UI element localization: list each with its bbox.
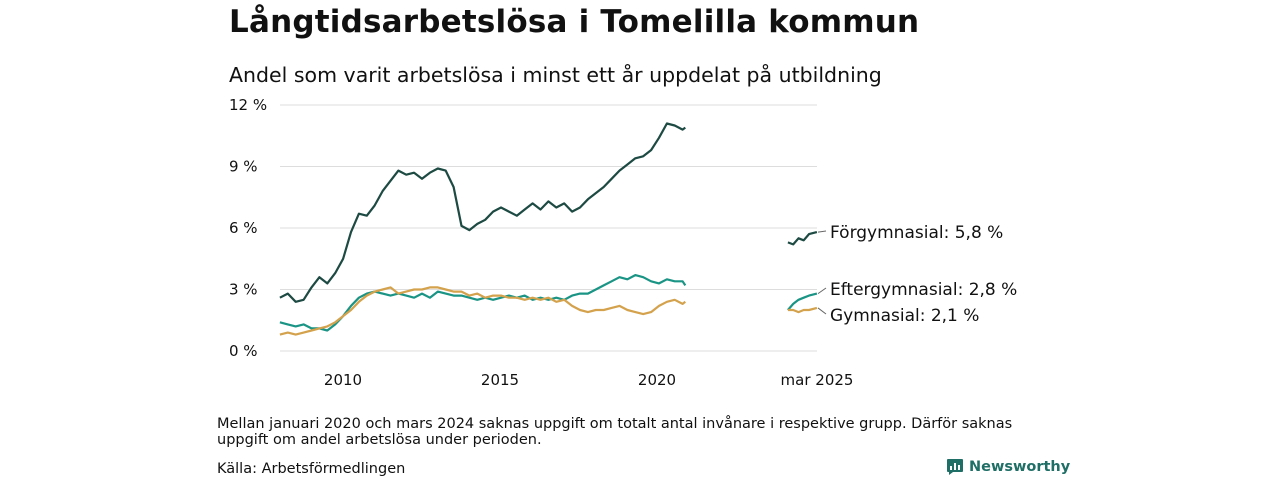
- label-leader: [817, 230, 827, 233]
- series-label-förgymnasial: Förgymnasial: 5,8 %: [830, 223, 1003, 243]
- y-tick-label: 3 %: [229, 281, 258, 299]
- series-line-förgymnasial: [279, 122, 686, 303]
- series-line-eftergymnasial: [279, 274, 687, 332]
- series-line-gymnasial: [279, 286, 686, 336]
- x-tick-label: mar 2025: [781, 371, 854, 389]
- series-label-eftergymnasial: Eftergymnasial: 2,8 %: [830, 280, 1017, 300]
- chart-title: Långtidsarbetslösa i Tomelilla kommun: [229, 4, 920, 40]
- series-line-gymnasial: [787, 306, 818, 314]
- source-credit: Källa: Arbetsförmedlingen: [217, 461, 406, 477]
- series-line-förgymnasial: [787, 231, 818, 246]
- x-tick-label: 2015: [481, 371, 519, 389]
- x-tick-label: 2010: [324, 371, 362, 389]
- newsworthy-icon: [947, 459, 963, 475]
- y-tick-label: 9 %: [229, 158, 258, 176]
- y-tick-label: 0 %: [229, 342, 258, 360]
- newsworthy-logo[interactable]: Newsworthy: [946, 458, 1070, 476]
- footnote: Mellan januari 2020 och mars 2024 saknas…: [217, 416, 1013, 448]
- label-leader: [817, 307, 827, 315]
- x-tick-label: 2020: [638, 371, 676, 389]
- chart-subtitle: Andel som varit arbetslösa i minst ett å…: [229, 63, 882, 87]
- y-tick-label: 12 %: [229, 96, 267, 114]
- brand-name: Newsworthy: [969, 459, 1071, 475]
- line-chart: 0 % 3 % 6 % 9 % 12 % 2010 2015 2020 mar 2025 Förg…: [229, 96, 1017, 389]
- label-leader: [817, 287, 827, 295]
- y-tick-label: 6 %: [229, 219, 258, 237]
- series-label-gymnasial: Gymnasial: 2,1 %: [830, 306, 979, 326]
- series-line-eftergymnasial: [787, 292, 818, 311]
